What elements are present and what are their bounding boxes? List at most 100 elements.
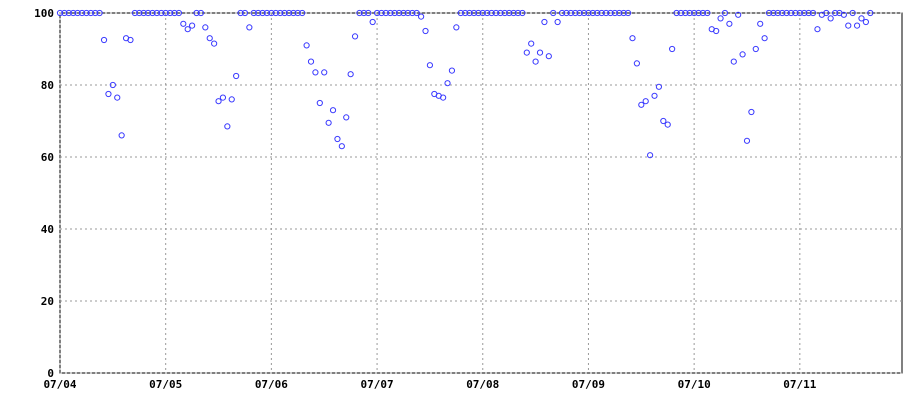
y-tick-label: 20 xyxy=(41,295,54,308)
data-point xyxy=(770,9,777,17)
data-point xyxy=(779,9,786,17)
data-point xyxy=(638,101,645,108)
data-point xyxy=(250,9,257,17)
data-point xyxy=(136,9,143,17)
data-point xyxy=(369,18,376,26)
y-tick-label: 100 xyxy=(34,7,54,20)
data-point xyxy=(277,9,284,17)
data-point xyxy=(78,9,86,17)
data-point xyxy=(334,135,341,143)
data-point xyxy=(607,9,614,17)
data-point xyxy=(598,9,605,17)
data-point xyxy=(757,20,764,27)
data-point xyxy=(475,9,482,17)
data-point xyxy=(448,67,456,74)
data-point xyxy=(805,9,812,17)
data-point xyxy=(801,9,808,17)
data-point xyxy=(96,9,103,17)
data-point xyxy=(550,9,557,17)
data-point xyxy=(140,9,147,17)
x-tick-label: 07/07 xyxy=(361,378,394,391)
data-point xyxy=(761,35,768,42)
y-tick-label: 0 xyxy=(47,367,54,380)
data-point xyxy=(519,9,526,17)
data-point xyxy=(823,9,830,17)
data-point xyxy=(858,15,865,22)
x-tick-label: 07/09 xyxy=(572,378,605,391)
data-point xyxy=(739,51,746,58)
data-point xyxy=(325,119,332,126)
y-tick-label: 40 xyxy=(41,223,54,236)
data-point xyxy=(466,9,473,17)
data-point xyxy=(726,20,733,27)
data-point xyxy=(809,9,817,17)
data-point xyxy=(633,60,640,67)
data-point xyxy=(655,83,663,90)
data-point xyxy=(554,18,561,26)
data-point xyxy=(867,9,874,17)
data-point xyxy=(580,9,588,17)
data-point xyxy=(109,81,116,89)
data-point xyxy=(677,9,685,17)
data-point xyxy=(787,9,795,17)
data-point xyxy=(259,9,266,17)
data-point xyxy=(329,107,337,114)
data-point xyxy=(589,9,596,17)
data-point xyxy=(602,9,610,17)
data-point xyxy=(717,15,724,22)
data-point xyxy=(268,9,275,17)
data-point xyxy=(202,24,209,31)
data-point xyxy=(162,9,169,17)
data-point xyxy=(413,9,420,17)
data-point xyxy=(347,71,354,78)
data-point xyxy=(290,9,297,17)
data-point xyxy=(713,27,720,35)
data-point xyxy=(849,9,856,17)
data-point xyxy=(409,9,416,17)
data-point xyxy=(294,9,301,17)
data-point xyxy=(594,9,601,17)
data-point xyxy=(299,9,306,17)
data-point xyxy=(783,9,790,17)
data-point xyxy=(620,9,627,17)
data-point xyxy=(497,9,504,17)
data-point xyxy=(193,9,200,17)
data-point xyxy=(215,98,222,105)
data-point xyxy=(343,114,350,121)
data-point xyxy=(735,11,742,18)
data-point xyxy=(686,9,693,17)
data-point xyxy=(814,26,821,33)
data-point xyxy=(796,9,803,17)
data-point xyxy=(404,9,411,17)
x-tick-label: 07/05 xyxy=(149,378,182,391)
data-point xyxy=(281,9,288,17)
data-point xyxy=(484,9,491,17)
x-tick-label: 07/06 xyxy=(255,378,288,391)
data-point xyxy=(382,9,389,17)
data-point xyxy=(365,9,372,17)
data-point xyxy=(356,9,363,17)
data-point xyxy=(536,49,544,56)
data-point xyxy=(303,42,310,49)
data-point xyxy=(647,152,654,159)
data-point xyxy=(144,9,152,17)
data-point xyxy=(506,9,513,17)
data-point xyxy=(166,9,174,17)
data-point xyxy=(92,9,99,17)
data-point xyxy=(171,9,178,17)
data-point xyxy=(831,9,839,17)
x-tick-label: 07/10 xyxy=(678,378,711,391)
data-point xyxy=(691,9,698,17)
data-point xyxy=(224,123,231,130)
data-point xyxy=(651,92,658,99)
data-point xyxy=(219,94,227,101)
data-point xyxy=(241,9,249,17)
data-point xyxy=(532,58,539,65)
data-point xyxy=(56,9,64,17)
data-point xyxy=(514,9,522,17)
data-point xyxy=(316,99,323,107)
data-point xyxy=(391,9,398,17)
data-point xyxy=(743,137,751,144)
data-point xyxy=(695,9,702,17)
data-point xyxy=(682,9,689,17)
